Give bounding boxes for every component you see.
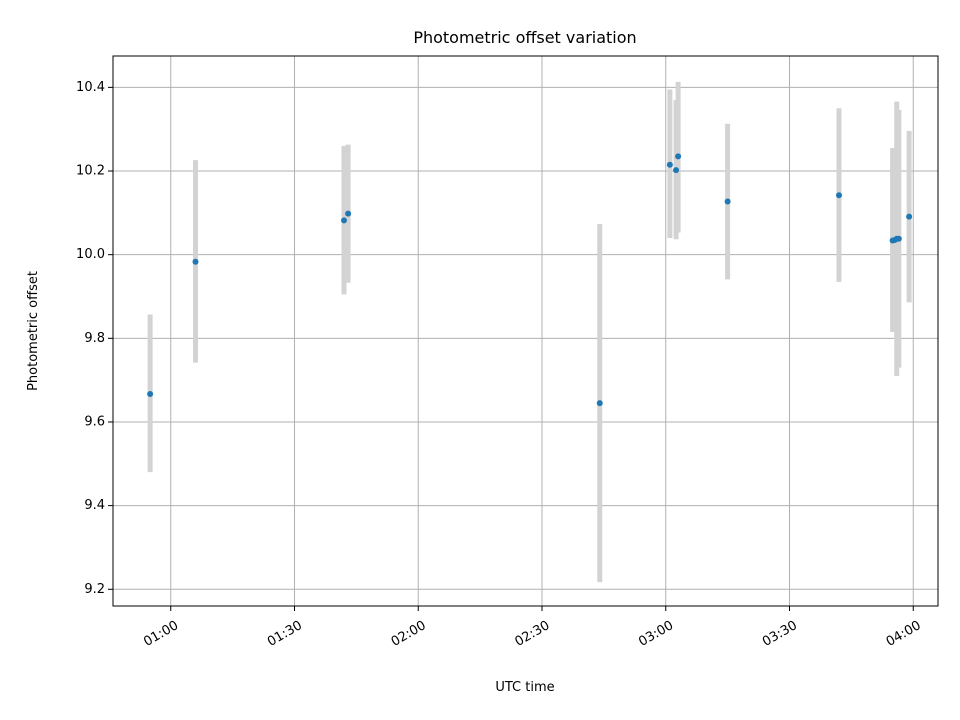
x-axis-label: UTC time xyxy=(495,680,554,695)
data-point xyxy=(724,198,731,205)
grid xyxy=(113,56,938,606)
y-tick-label: 10.0 xyxy=(76,247,105,262)
data-point xyxy=(341,217,347,224)
plot-area xyxy=(113,56,938,606)
y-tick-label: 9.8 xyxy=(84,331,105,346)
y-tick-label: 9.4 xyxy=(84,498,105,513)
data-point xyxy=(836,192,842,199)
data-point xyxy=(666,161,673,168)
y-tick-label: 10.2 xyxy=(76,164,105,179)
data-points xyxy=(147,153,913,407)
y-tick-label: 10.4 xyxy=(76,80,105,95)
data-point xyxy=(906,213,913,220)
data-point xyxy=(596,400,603,407)
chart-title: Photometric offset variation xyxy=(413,28,636,47)
data-point xyxy=(345,210,352,217)
data-point xyxy=(673,167,680,174)
data-point xyxy=(895,235,902,242)
y-axis-label: Photometric offset xyxy=(26,271,41,391)
data-point xyxy=(675,153,682,160)
plot-frame xyxy=(112,55,939,607)
y-tick-label: 9.6 xyxy=(84,414,105,429)
data-point xyxy=(147,390,154,397)
y-tick-label: 9.2 xyxy=(84,582,105,597)
data-point xyxy=(192,258,199,265)
